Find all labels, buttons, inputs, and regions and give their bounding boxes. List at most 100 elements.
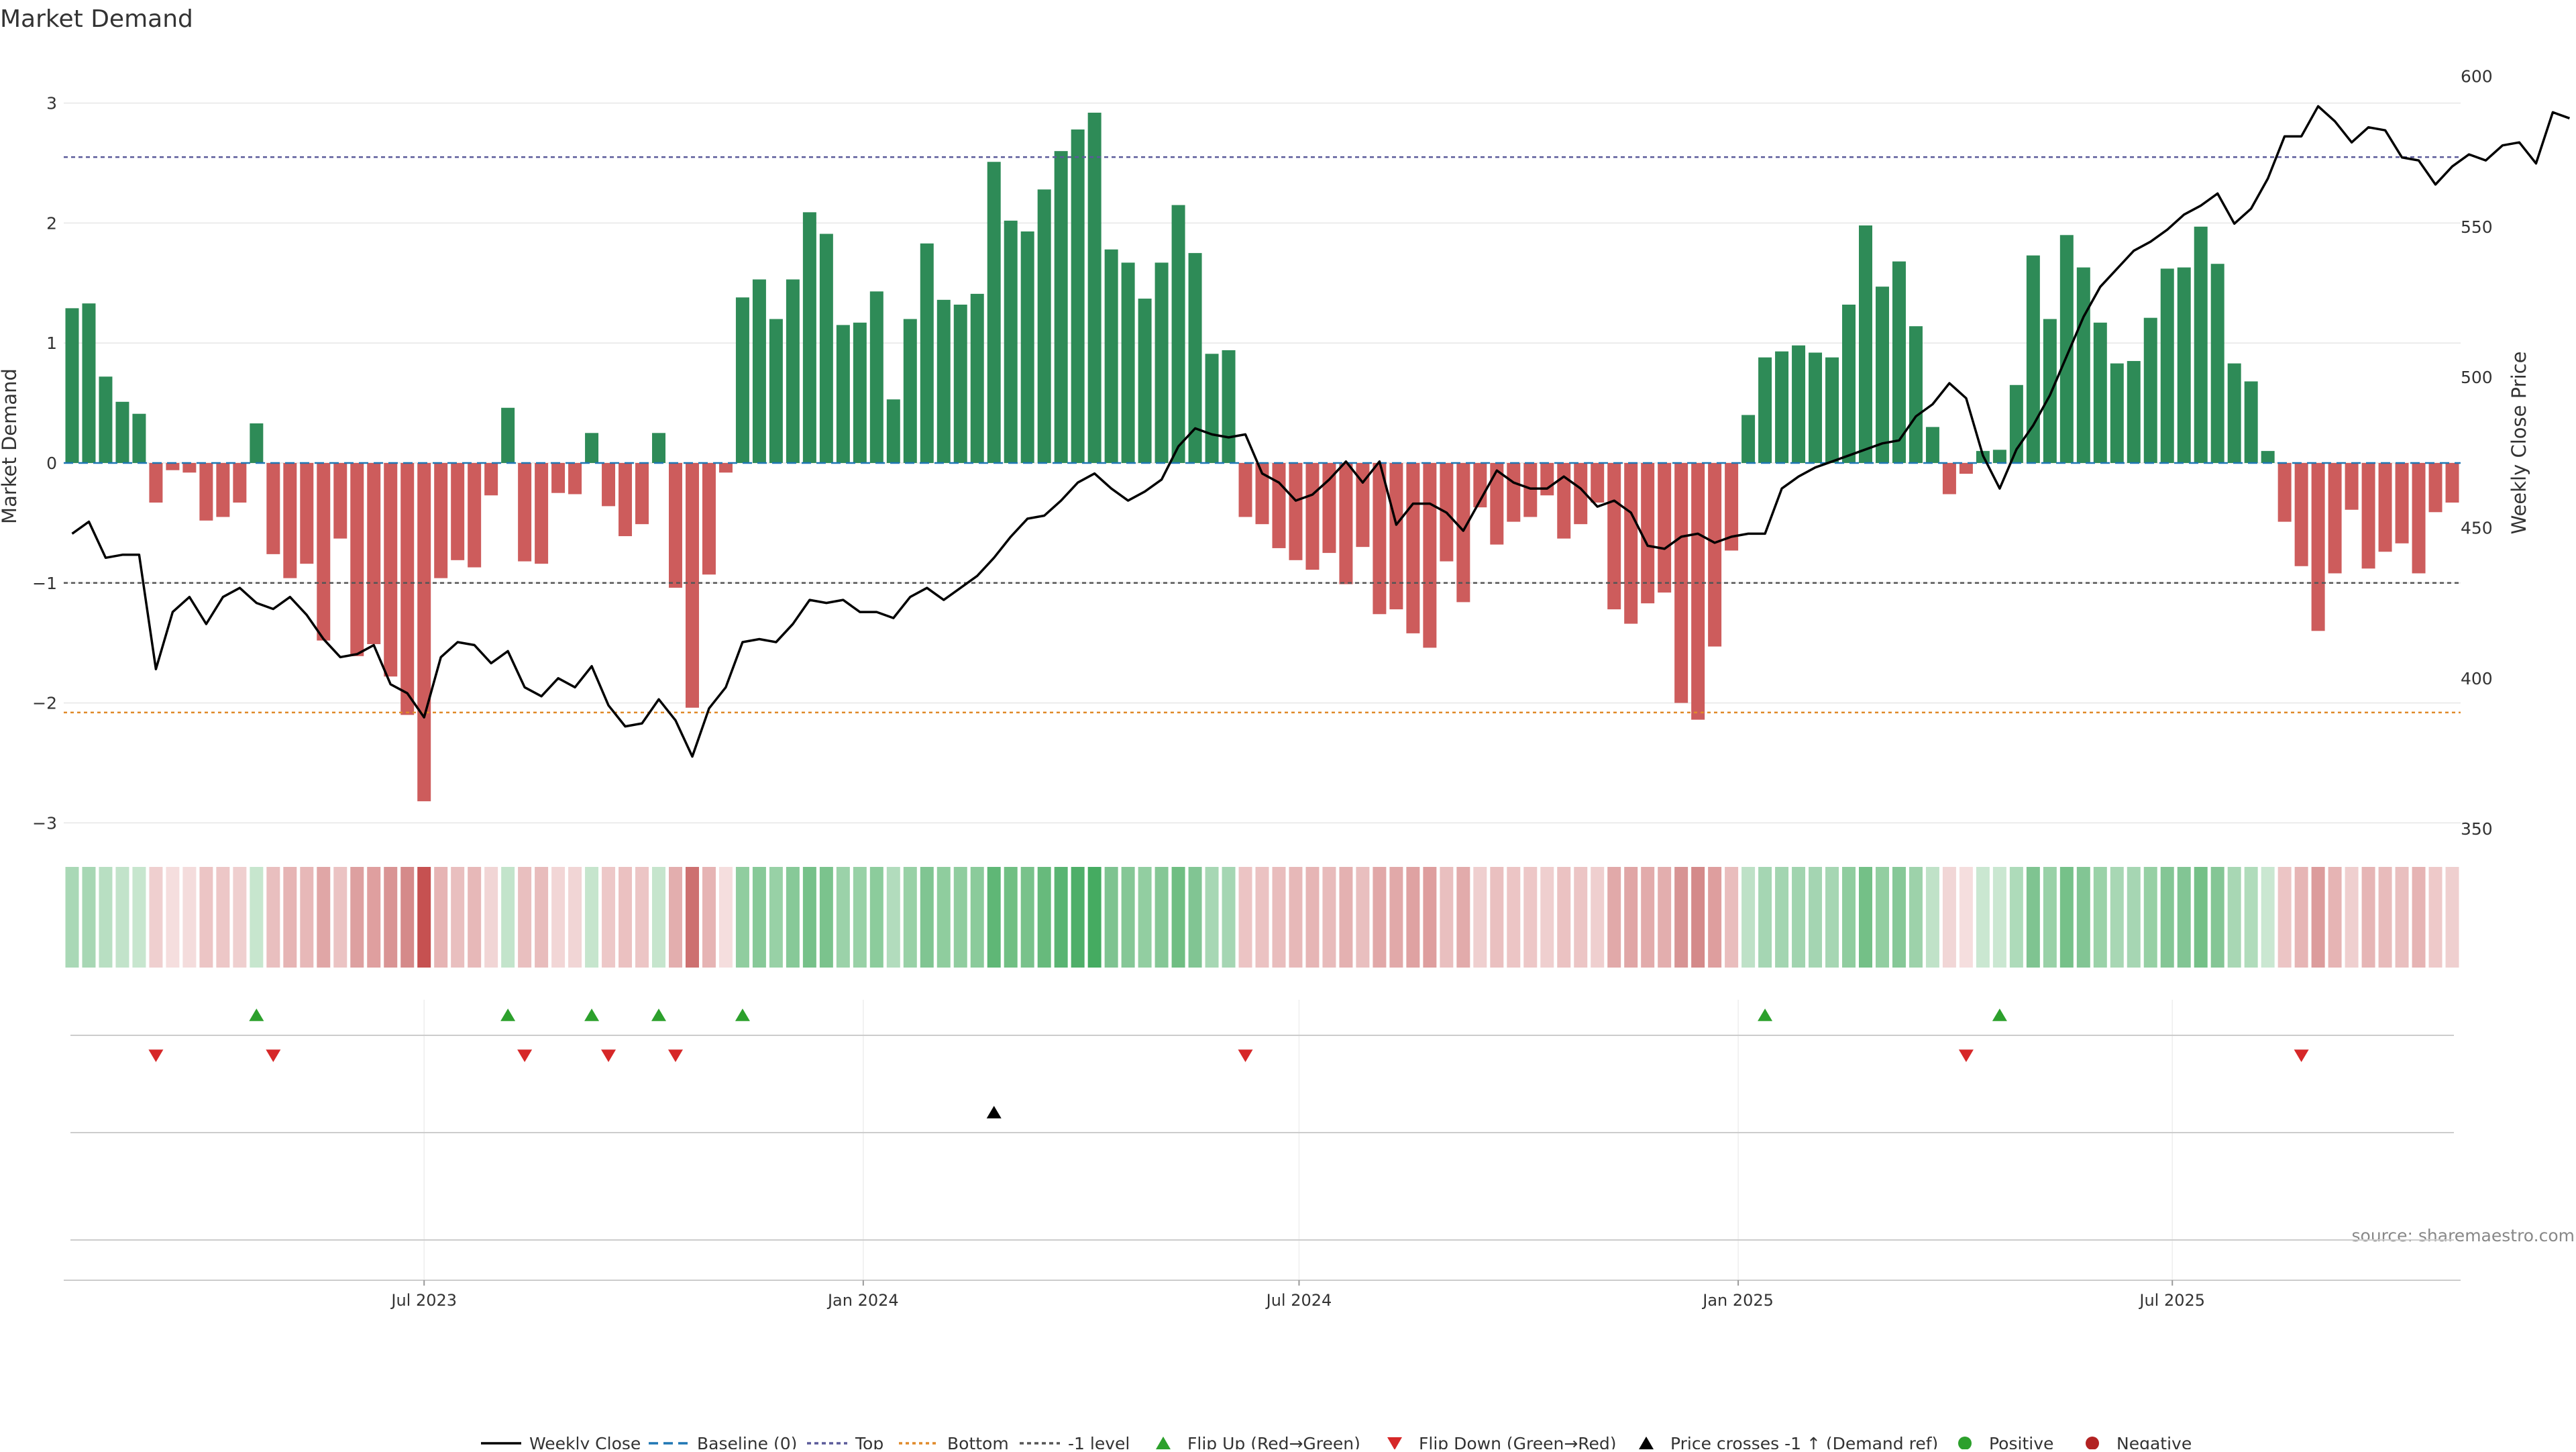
negative-demand-bar bbox=[468, 463, 482, 568]
positive-demand-bar bbox=[1071, 129, 1085, 463]
heat-strip-cell bbox=[468, 867, 482, 968]
flip-up-marker bbox=[651, 1008, 667, 1021]
negative-demand-bar bbox=[451, 463, 465, 560]
x-tick-label: Jul 2025 bbox=[2138, 1291, 2205, 1310]
negative-demand-bar bbox=[2445, 463, 2459, 503]
y2-tick-label: 400 bbox=[2461, 669, 2493, 688]
y-tick-label: 0 bbox=[46, 454, 57, 473]
heat-strip-cell bbox=[2261, 867, 2275, 968]
negative-demand-bar bbox=[2395, 463, 2409, 543]
heat-strip-cell bbox=[2227, 867, 2241, 968]
positive-demand-bar bbox=[953, 305, 967, 463]
negative-demand-bar bbox=[300, 463, 314, 564]
heat-strip-cell bbox=[216, 867, 230, 968]
positive-demand-bar bbox=[585, 433, 599, 463]
heat-strip-cell bbox=[987, 867, 1001, 968]
negative-demand-bar bbox=[1255, 463, 1269, 525]
flip-up-marker bbox=[735, 1008, 750, 1021]
heat-strip-cell bbox=[518, 867, 532, 968]
legend-label: Weekly Close bbox=[529, 1434, 641, 1449]
heat-strip-cell bbox=[2345, 867, 2359, 968]
negative-demand-bar bbox=[317, 463, 331, 641]
negative-demand-bar bbox=[1725, 463, 1739, 551]
heat-strip-cell bbox=[1440, 867, 1454, 968]
positive-demand-bar bbox=[1792, 345, 1806, 463]
positive-demand-bar bbox=[2026, 255, 2040, 463]
heat-strip-cell bbox=[853, 867, 867, 968]
heat-strip-cell bbox=[317, 867, 331, 968]
heat-strip-cell bbox=[2110, 867, 2124, 968]
heat-strip-cell bbox=[1925, 867, 1939, 968]
heat-strip-cell bbox=[819, 867, 833, 968]
negative-demand-bar bbox=[1322, 463, 1336, 554]
heat-strip-cell bbox=[65, 867, 79, 968]
heat-strip-cell bbox=[2076, 867, 2090, 968]
heat-strip-cell bbox=[2428, 867, 2443, 968]
heat-strip-cell bbox=[1389, 867, 1403, 968]
positive-demand-bar bbox=[735, 297, 749, 463]
negative-demand-bar bbox=[1591, 463, 1605, 503]
negative-demand-bar bbox=[2277, 463, 2292, 522]
heat-strip-cell bbox=[1356, 867, 1370, 968]
negative-demand-bar bbox=[1272, 463, 1286, 548]
y2-tick-label: 450 bbox=[2461, 518, 2493, 537]
positive-demand-bar bbox=[936, 299, 951, 463]
heat-strip-cell bbox=[1574, 867, 1588, 968]
heat-strip-cell bbox=[602, 867, 616, 968]
negative-demand-bar bbox=[668, 463, 682, 588]
y-tick-label: −1 bbox=[32, 574, 57, 593]
heat-strip-cell bbox=[1725, 867, 1739, 968]
positive-demand-bar bbox=[1741, 415, 1756, 463]
flip-down-marker bbox=[601, 1049, 616, 1062]
heat-strip-cell bbox=[2093, 867, 2107, 968]
positive-demand-bar bbox=[1875, 287, 1889, 463]
negative-demand-bar bbox=[182, 463, 197, 473]
legend-dot-swatch bbox=[2086, 1437, 2099, 1450]
negative-demand-bar bbox=[1691, 463, 1705, 720]
heat-strip-cell bbox=[752, 867, 766, 968]
heat-strip-cell bbox=[1004, 867, 1018, 968]
heat-strip-cell bbox=[2009, 867, 2023, 968]
heat-strip-cell bbox=[2294, 867, 2308, 968]
heat-strip-cell bbox=[367, 867, 381, 968]
positive-demand-bar bbox=[2143, 317, 2157, 463]
negative-demand-bar bbox=[1339, 463, 1353, 584]
heat-strip-cell bbox=[2361, 867, 2375, 968]
positive-demand-bar bbox=[1155, 262, 1169, 463]
chart-plot-group: 3 2 1 0 −1 −2 −3 600 550 500 450 400 350 Jul 2023 Jan … bbox=[32, 66, 2570, 1452]
heat-strip-cell bbox=[2244, 867, 2258, 968]
heat-strip-cell bbox=[551, 867, 566, 968]
heat-strip-cell bbox=[1205, 867, 1219, 968]
x-tick-label: Jan 2024 bbox=[826, 1291, 899, 1310]
positive-demand-bar bbox=[869, 291, 883, 463]
heat-strip-cell bbox=[1171, 867, 1185, 968]
heat-strip-cell bbox=[1037, 867, 1051, 968]
heat-strip-cell bbox=[1188, 867, 1202, 968]
negative-demand-bar bbox=[535, 463, 549, 564]
heat-strip-cell bbox=[568, 867, 582, 968]
heat-strip-cell bbox=[1104, 867, 1118, 968]
negative-demand-bar bbox=[2361, 463, 2375, 569]
heat-strip-cell bbox=[484, 867, 498, 968]
heat-strip-cell bbox=[2277, 867, 2292, 968]
positive-demand-bar bbox=[2093, 322, 2107, 463]
heat-strip-cell bbox=[1992, 867, 2006, 968]
y-tick-label: 2 bbox=[46, 213, 57, 233]
positive-demand-bar bbox=[1809, 352, 1823, 463]
heat-strip-cell bbox=[836, 867, 850, 968]
y2-tick-label: 500 bbox=[2461, 368, 2493, 387]
positive-demand-bar bbox=[853, 322, 867, 463]
heat-strip-cell bbox=[702, 867, 716, 968]
heat-strip-cell bbox=[2026, 867, 2040, 968]
flip-down-marker bbox=[1238, 1049, 1253, 1062]
heat-strip-cell bbox=[1507, 867, 1521, 968]
heat-strip-cell bbox=[1339, 867, 1353, 968]
heat-strip-cell bbox=[718, 867, 733, 968]
heat-strip-cell bbox=[1641, 867, 1655, 968]
flip-down-marker bbox=[266, 1049, 281, 1062]
y-tick-label: 3 bbox=[46, 94, 57, 113]
heat-strip-cell bbox=[635, 867, 649, 968]
legend-label: Bottom bbox=[947, 1434, 1009, 1449]
heat-strip-cell bbox=[1490, 867, 1504, 968]
